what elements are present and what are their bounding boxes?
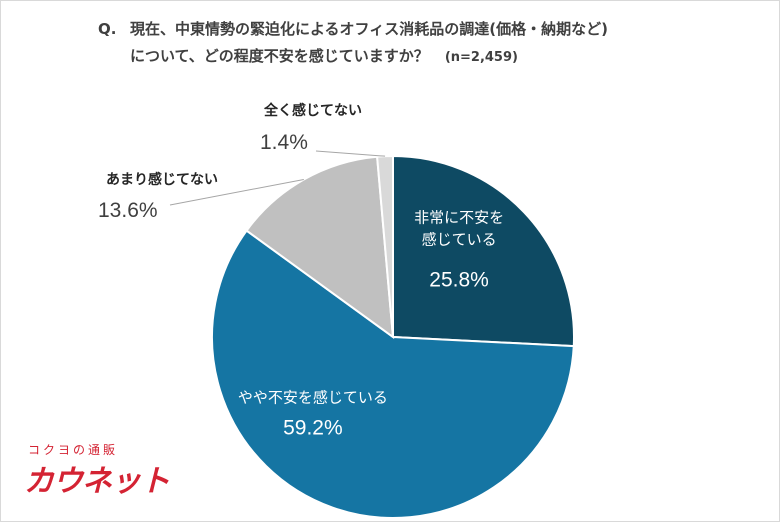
slice-3-value-label: 13.6% bbox=[98, 199, 158, 222]
slice-4-value-label: 1.4% bbox=[260, 131, 308, 154]
slice-2-wedge bbox=[211, 229, 575, 519]
slice-1-label-line-2: 感じている bbox=[422, 231, 497, 249]
slice-4-label: 全く感じてない bbox=[263, 102, 362, 119]
slice-3-leader-line bbox=[169, 179, 304, 206]
kaunet-logo: コクヨの通販 カウネット bbox=[24, 441, 174, 500]
slice-2-label-line-1: やや不安を感じている bbox=[238, 388, 388, 406]
slice-2-value-label: 59.2% bbox=[283, 416, 343, 439]
slice-1-wedge bbox=[392, 154, 575, 348]
slice-1-value-label: 25.8% bbox=[429, 269, 489, 292]
slice-3-label: あまり感じてない bbox=[106, 171, 218, 188]
sample-size: (n=2,459) bbox=[444, 50, 518, 65]
logo-brand: カウネット bbox=[24, 464, 170, 499]
question-prefix: Q. bbox=[98, 20, 117, 38]
question-line-2-text: について、どの程度不安を感じていますか？ bbox=[130, 47, 429, 65]
logo-tagline: コクヨの通販 bbox=[28, 443, 119, 457]
question-line-2: について、どの程度不安を感じていますか？ (n=2,459) bbox=[130, 43, 518, 71]
slice-4-leader-line bbox=[315, 150, 386, 157]
question-line-1: 現在、中東情勢の緊迫化によるオフィス消耗品の調達(価格・納期など) bbox=[130, 20, 608, 38]
slice-1-label-line-1: 非常に不安を bbox=[414, 209, 504, 227]
slice-3-wedge bbox=[245, 155, 395, 340]
slice-4-wedge bbox=[376, 154, 394, 338]
